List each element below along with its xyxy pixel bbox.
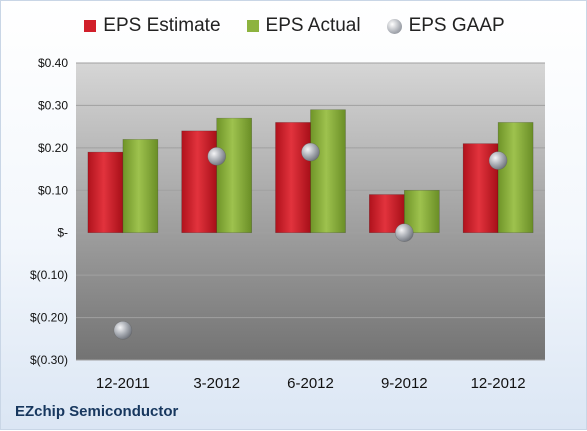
bar-eps-actual <box>403 189 440 234</box>
legend-label-gaap: EPS GAAP <box>408 15 505 36</box>
marker-eps-gaap <box>394 223 414 243</box>
x-tick-label: 12-2012 <box>471 375 526 392</box>
y-tick-label: $(0.10) <box>30 268 68 282</box>
y-tick-label: $0.30 <box>38 98 68 112</box>
x-tick-label: 6-2012 <box>287 375 334 392</box>
marker-eps-gaap <box>113 320 133 340</box>
marker-eps-gaap <box>207 147 226 166</box>
legend-swatch-gaap <box>386 18 402 34</box>
legend-item-gaap: EPS GAAP <box>386 15 505 37</box>
bar-eps-estimate <box>181 130 217 234</box>
marker-eps-gaap <box>488 151 508 170</box>
y-tick-label: $- <box>57 226 68 240</box>
bar-eps-actual <box>497 122 534 234</box>
legend-item-estimate: EPS Estimate <box>84 15 221 37</box>
bar-eps-estimate <box>275 122 311 234</box>
y-tick-label: $0.10 <box>38 183 68 197</box>
legend-label-estimate: EPS Estimate <box>103 15 221 36</box>
legend-label-actual: EPS Actual <box>265 15 361 36</box>
legend-swatch-actual <box>246 20 259 32</box>
legend-item-actual: EPS Actual <box>246 15 361 37</box>
marker-eps-gaap <box>301 142 320 162</box>
bar-eps-estimate <box>87 151 124 234</box>
legend: EPS Estimate EPS Actual EPS GAAP <box>1 15 587 37</box>
x-tick-label: 12-2011 <box>96 375 150 392</box>
bar-eps-actual <box>122 139 159 234</box>
y-tick-label: $(0.30) <box>30 353 68 367</box>
bar-eps-actual <box>216 117 252 234</box>
y-tick-label: $0.20 <box>38 141 68 155</box>
x-tick-label: 9-2012 <box>381 375 428 392</box>
bar-eps-actual <box>310 109 346 234</box>
company-name: EZchip Semiconductor <box>15 403 179 420</box>
y-tick-label: $(0.20) <box>30 311 68 325</box>
legend-swatch-estimate <box>84 20 97 32</box>
x-tick-label: 3-2012 <box>193 375 240 392</box>
y-tick-label: $0.40 <box>38 56 68 70</box>
